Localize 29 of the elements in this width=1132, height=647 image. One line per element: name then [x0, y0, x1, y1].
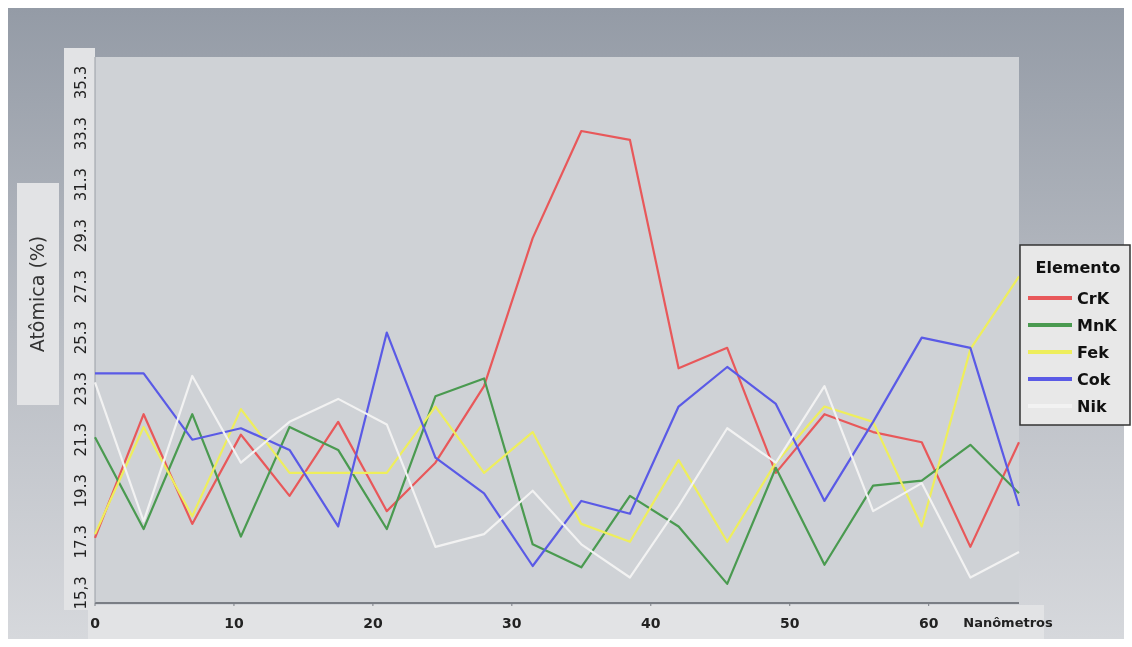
line-series	[93, 275, 1021, 543]
y-tick-label: 19.3	[72, 474, 90, 508]
line-series	[93, 129, 1021, 548]
x-tick-label: 0	[90, 615, 101, 631]
legend-title: Elemento	[1035, 258, 1121, 277]
legend-label: MnK	[1077, 315, 1118, 335]
y-tick-label: 29.3	[72, 218, 90, 253]
legend-label: Fek	[1077, 342, 1110, 362]
y-tick-label: 23.3	[72, 371, 90, 406]
y-tick-label: 21.3	[72, 423, 90, 457]
x-axis-title: Nanômetros	[963, 615, 1054, 630]
x-tick-label: 50	[779, 615, 800, 631]
x-tick-label: 40	[641, 615, 661, 631]
y-tick-label: 31.3	[72, 167, 90, 202]
x-tick-label: 30	[502, 615, 522, 631]
y-axis-title: Atômica (%)	[26, 235, 48, 353]
x-tick-label: 20	[363, 615, 383, 631]
x-tick-label: 60	[918, 615, 939, 631]
line-series	[93, 331, 1021, 568]
y-tick-label: 15,3	[72, 576, 90, 610]
y-tick-label: 33.3	[72, 116, 90, 151]
legend-label: CrK	[1077, 288, 1110, 308]
y-tick-label: 35.3	[72, 65, 90, 100]
y-tick-label: 17.3	[72, 525, 90, 559]
legend-label: Nik	[1077, 396, 1107, 416]
x-tick-label: 10	[224, 615, 244, 631]
y-tick-label: 27.3	[72, 269, 90, 304]
y-tick-label: 25.3	[72, 320, 90, 355]
legend-label: Cok	[1077, 369, 1111, 389]
